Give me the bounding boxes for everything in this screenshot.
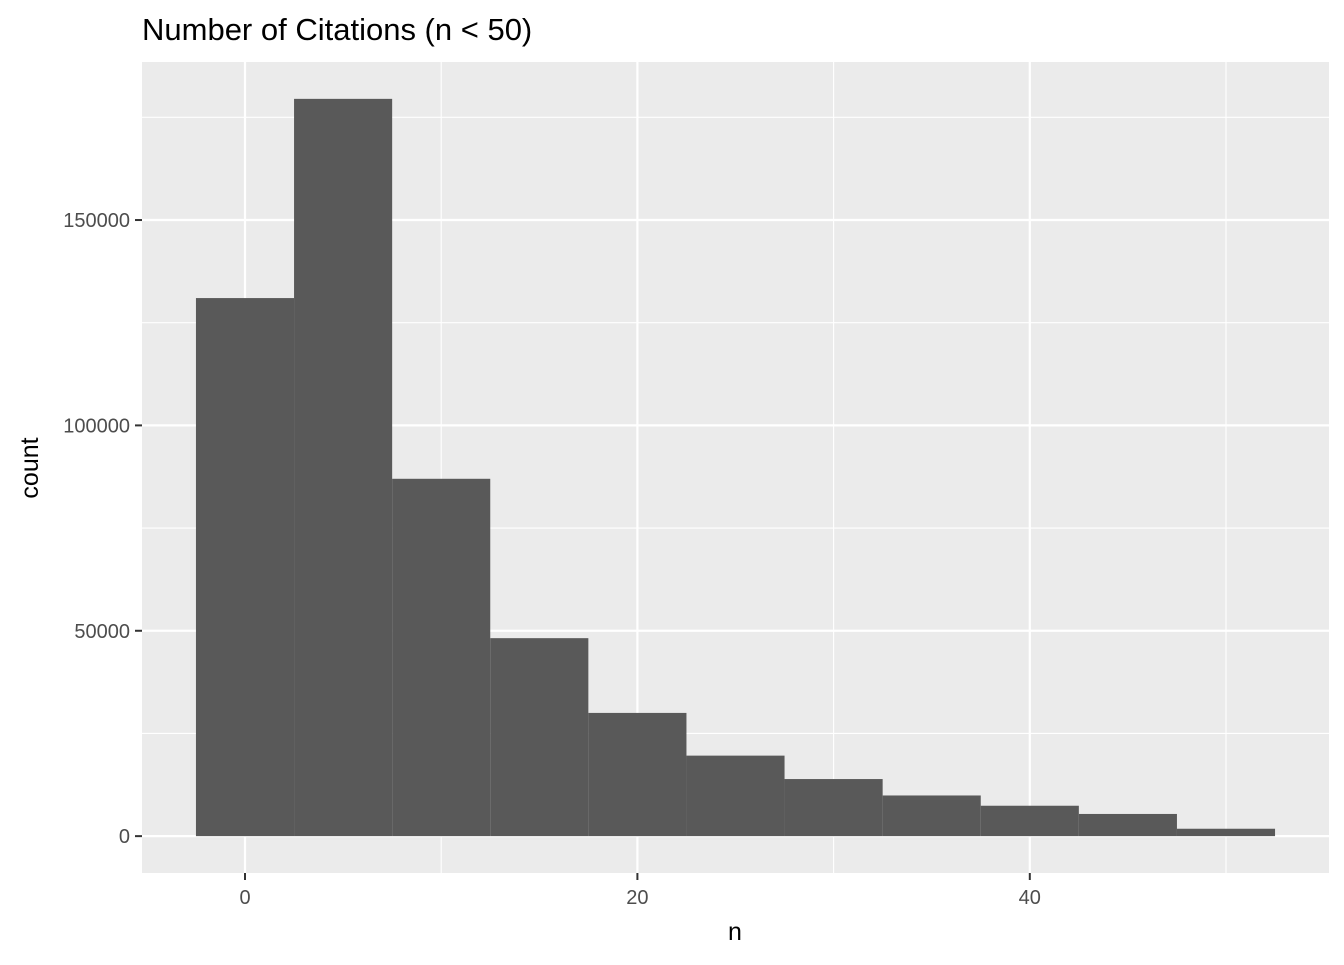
histogram-bar [882,795,981,837]
x-tick-label: 40 [1019,887,1041,909]
histogram-bar [294,98,393,837]
histogram-bar [490,638,589,837]
y-axis-title: count [16,437,44,498]
histogram-bar [686,755,785,837]
histogram-bar [1176,828,1276,837]
histogram-bars [195,98,1276,837]
histogram-bar [195,298,295,837]
y-tick-label: 0 [119,826,130,848]
y-tick-label: 150000 [63,210,130,232]
x-axis-title: n [728,918,742,946]
y-axis: 0 50000 100000 150000 [63,210,142,848]
chart-title: Number of Citations (n < 50) [142,12,532,47]
x-tick-label: 20 [626,887,648,909]
histogram-bar [784,779,883,837]
histogram-bar [980,805,1079,837]
histogram-bar [588,712,687,837]
x-axis: 0 20 40 [239,873,1041,909]
histogram-bar [392,478,491,837]
y-tick-label: 100000 [63,415,130,437]
x-tick-label: 0 [239,887,250,909]
histogram-bar [1078,813,1177,837]
y-tick-label: 50000 [74,621,130,643]
